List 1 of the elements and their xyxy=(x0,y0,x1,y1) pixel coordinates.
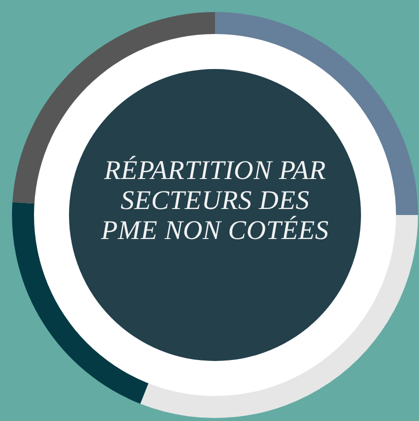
text: RÉPARTITION PAR SECTEURS DES PME NON COTÉES xyxy=(100,155,330,245)
